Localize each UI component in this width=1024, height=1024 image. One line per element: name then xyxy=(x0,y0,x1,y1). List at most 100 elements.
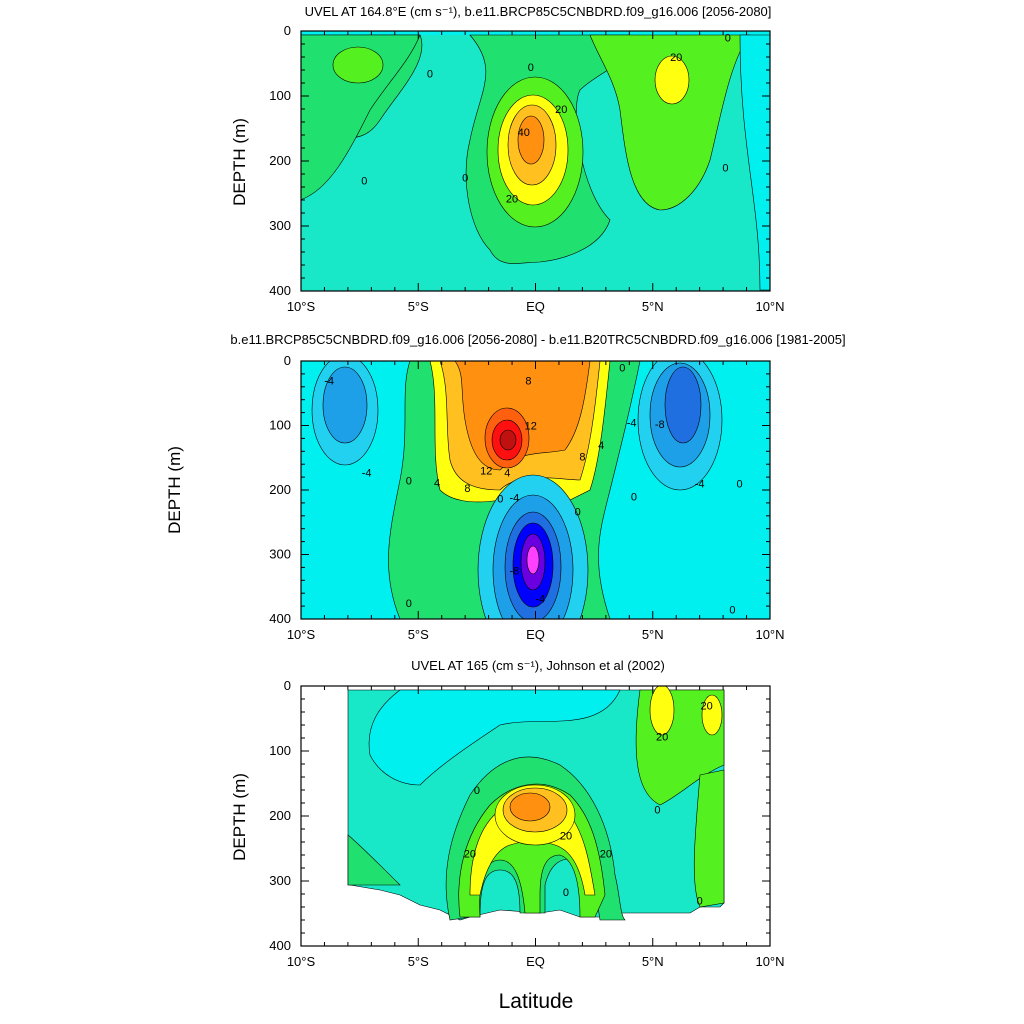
north-core-a xyxy=(649,686,675,736)
contour-label: -4 xyxy=(362,468,372,480)
y-tick-label: 200 xyxy=(269,808,291,823)
east-pos-region xyxy=(693,769,725,908)
y-tick-label: 200 xyxy=(269,482,291,497)
contour-label: 0 xyxy=(631,491,637,503)
south-zero-region xyxy=(347,834,401,886)
x-tick-label: 5°S xyxy=(408,299,429,314)
contour-label: 0 xyxy=(406,475,412,487)
contour-label: 0 xyxy=(563,887,569,899)
panel-2: b.e11.BRCP85C5CNBDRD.f09_g16.006 [2056-2… xyxy=(0,330,1024,660)
west-core xyxy=(332,46,384,84)
contour-label: 0 xyxy=(462,172,468,184)
contour-label: 0 xyxy=(654,805,660,817)
contour-label: -8 xyxy=(655,419,665,431)
contour-label: -4 xyxy=(324,375,334,387)
contour-label: -8 xyxy=(510,566,520,578)
pos-16-core xyxy=(499,429,517,451)
y-tick-label: 300 xyxy=(269,873,291,888)
contour-label: 0 xyxy=(361,176,367,188)
x-tick-label: 10°S xyxy=(287,954,316,969)
contour-label: 0 xyxy=(474,785,480,797)
contour-label: 8 xyxy=(464,483,470,495)
y-tick-label: 400 xyxy=(269,283,291,298)
panel-1-title: UVEL AT 164.8°E (cm s⁻¹), b.e11.BRCP85C5… xyxy=(304,4,772,19)
x-tick-label: EQ xyxy=(526,627,545,642)
x-tick-label: 10°N xyxy=(755,299,784,314)
contour-label: 0 xyxy=(725,33,731,45)
x-tick-label: 5°S xyxy=(408,954,429,969)
x-tick-label: 10°S xyxy=(287,299,316,314)
contour-label: 0 xyxy=(697,896,703,908)
contour-label: 0 xyxy=(736,479,742,491)
contour-label: 20 xyxy=(506,194,518,206)
contour-label: 20 xyxy=(670,52,682,64)
x-tick-label: 5°N xyxy=(642,954,664,969)
y-tick-label: 100 xyxy=(269,743,291,758)
y-tick-label: 0 xyxy=(284,353,291,368)
x-tick-label: 10°N xyxy=(755,954,784,969)
y-tick-label: 0 xyxy=(284,23,291,38)
y-tick-label: 400 xyxy=(269,938,291,953)
contour-label: -4 xyxy=(627,417,637,429)
x-tick-label: EQ xyxy=(526,299,545,314)
x-tick-label: 5°N xyxy=(642,299,664,314)
y-tick-label: 0 xyxy=(284,678,291,693)
contour-label: 0 xyxy=(406,598,412,610)
euc-core-40 xyxy=(509,792,551,822)
contour-label: 0 xyxy=(729,604,735,616)
contour-label: 0 xyxy=(619,362,625,374)
contour-label: 20 xyxy=(555,104,567,116)
contour-label: 0 xyxy=(427,68,433,80)
contour-label: -4 xyxy=(510,493,520,505)
north-positive-region xyxy=(589,34,751,211)
y-tick-label: 200 xyxy=(269,153,291,168)
contour-label: 12 xyxy=(480,466,492,478)
contour-fill-group xyxy=(301,686,770,946)
deep-neg-14 xyxy=(526,545,540,575)
contour-label: 4 xyxy=(434,477,440,489)
euc-40 xyxy=(517,115,545,165)
y-tick-label: 400 xyxy=(269,611,291,626)
y-tick-label: 300 xyxy=(269,547,291,562)
x-tick-label: 10°S xyxy=(287,627,316,642)
x-axis-title: Latitude xyxy=(498,990,574,1013)
contour-label: 20 xyxy=(701,701,713,713)
contour-fill-group xyxy=(301,31,770,291)
contour-label: 20 xyxy=(600,849,612,861)
east-neg-core xyxy=(664,366,702,444)
contour-label: 4 xyxy=(598,440,604,452)
x-tick-label: 5°S xyxy=(408,627,429,642)
contour-label: 20 xyxy=(656,732,668,744)
west-zero-region xyxy=(301,34,421,200)
y-tick-label: 100 xyxy=(269,88,291,103)
contour-label: -4 xyxy=(535,593,545,605)
contour-label: 0 xyxy=(575,506,581,518)
contour-label: 20 xyxy=(464,849,476,861)
x-tick-label: 5°N xyxy=(642,627,664,642)
contour-label: 20 xyxy=(560,831,572,843)
west-neg-core xyxy=(322,366,368,444)
y-tick-label: 300 xyxy=(269,218,291,233)
contour-label: 8 xyxy=(579,451,585,463)
x-tick-label: 10°N xyxy=(755,627,784,642)
x-tick-label: EQ xyxy=(526,954,545,969)
contour-label: 40 xyxy=(518,127,530,139)
contour-label: -4 xyxy=(695,479,705,491)
north-core-b xyxy=(701,694,723,736)
y-tick-label: 100 xyxy=(269,418,291,433)
contour-label: 8 xyxy=(525,375,531,387)
nec-core xyxy=(654,55,690,105)
contour-label: 0 xyxy=(528,62,534,74)
contour-fill-group xyxy=(301,361,770,619)
contour-label: 0 xyxy=(722,163,728,175)
contour-label: 4 xyxy=(504,468,510,480)
panel-3-title: UVEL AT 165 (cm s⁻¹), Johnson et al (200… xyxy=(411,658,665,673)
contour-label: 12 xyxy=(525,421,537,433)
panel-1: UVEL AT 164.8°E (cm s⁻¹), b.e11.BRCP85C5… xyxy=(0,0,1024,330)
panel-2-title: b.e11.BRCP85C5CNBDRD.f09_g16.006 [2056-2… xyxy=(230,332,846,347)
contour-label: 0 xyxy=(497,493,503,505)
westward-region xyxy=(368,689,621,786)
